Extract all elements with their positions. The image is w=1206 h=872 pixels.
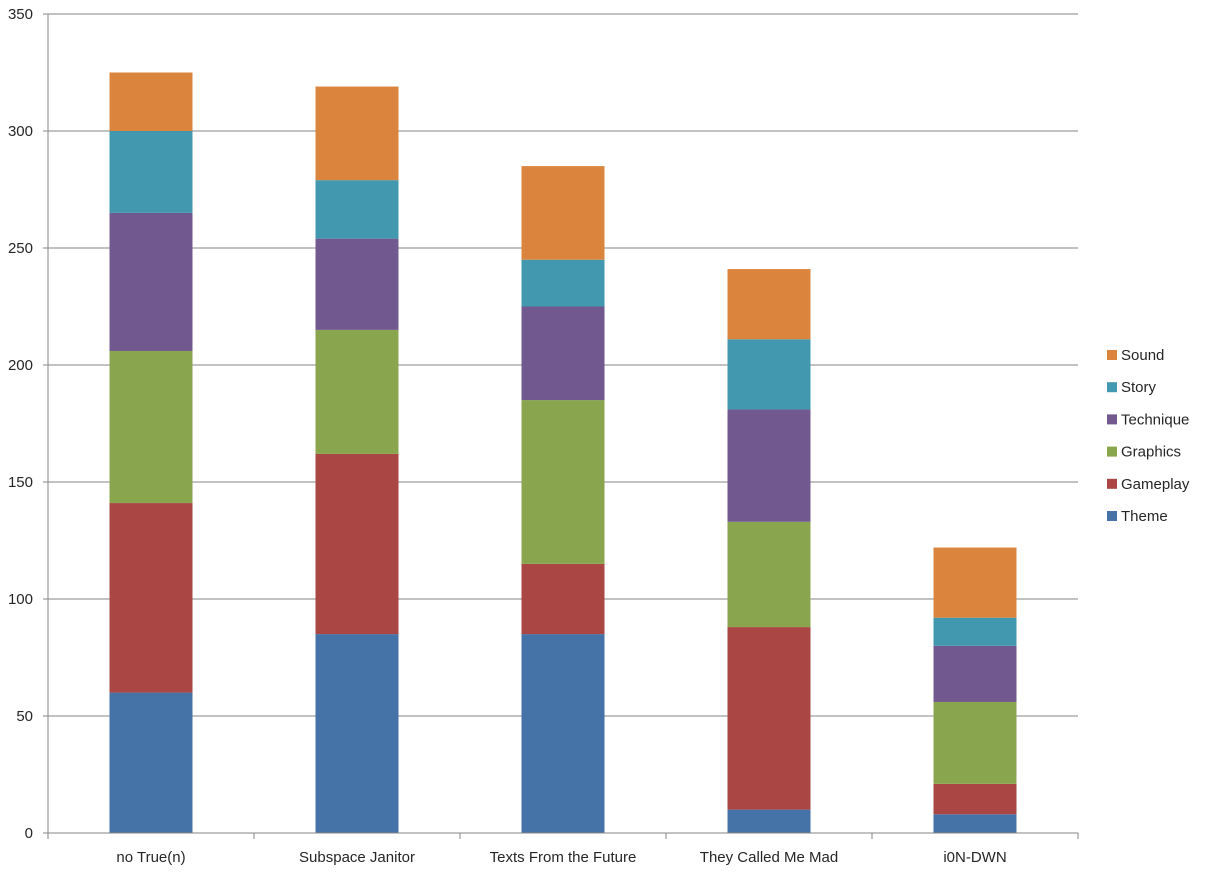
legend-swatch-theme [1107,511,1117,521]
legend-swatch-gameplay [1107,478,1117,489]
bar-segment-story-0 [109,131,193,213]
bar-segment-theme-4 [933,814,1017,833]
legend-swatch-technique [1107,414,1117,425]
bar-segment-theme-0 [109,692,193,833]
legend-swatch-sound [1107,350,1117,360]
bars [109,72,1017,833]
y-tick-label: 250 [8,240,33,257]
legend-label-graphics: Graphics [1121,444,1181,461]
bar-segment-graphics-2 [521,400,605,564]
y-tick-label: 300 [8,123,33,140]
bar-segment-gameplay-3 [727,627,811,810]
bar-segment-technique-1 [315,238,399,330]
x-tick-label: They Called Me Mad [700,849,838,866]
legend-swatch-story [1107,382,1117,393]
legend-label-gameplay: Gameplay [1121,476,1190,493]
bar-segment-theme-1 [315,634,399,833]
bar-segment-graphics-1 [315,329,399,454]
y-tick-label: 100 [8,591,33,608]
axes: 0 50 100 150 200 250 300 350 no True(n) Subspace … [8,6,1079,866]
bar-segment-story-3 [727,339,811,410]
bar-segment-graphics-0 [109,350,193,504]
bar-segment-theme-2 [521,634,605,833]
bar-segment-gameplay-4 [933,783,1017,815]
bar-segment-graphics-4 [933,701,1017,784]
bar-segment-story-1 [315,180,399,239]
bar-segment-sound-4 [933,547,1017,618]
legend-label-technique: Technique [1121,411,1189,428]
bar-segment-gameplay-1 [315,453,399,635]
legend-label-theme: Theme [1121,508,1168,525]
bar-segment-technique-0 [109,212,193,351]
legend: Sound Story Technique Graphics Gameplay Theme [1107,347,1190,525]
legend-label-story: Story [1121,379,1157,396]
y-tick-label: 0 [25,825,33,842]
x-tick-label: no True(n) [116,849,185,866]
y-tick-label: 350 [8,6,33,23]
legend-label-sound: Sound [1121,347,1164,364]
bar-segment-theme-3 [727,809,811,833]
bar-segment-sound-0 [109,72,193,131]
legend-swatch-graphics [1107,446,1117,457]
bar-segment-graphics-3 [727,521,811,628]
x-tick-label: i0N-DWN [943,849,1006,866]
bar-segment-technique-4 [933,645,1017,702]
bar-segment-gameplay-2 [521,563,605,635]
bar-segment-story-4 [933,617,1017,646]
bar-segment-story-2 [521,259,605,307]
bar-segment-sound-1 [315,86,399,181]
bar-segment-gameplay-0 [109,503,193,693]
y-tick-label: 150 [8,474,33,491]
x-tick-label: Texts From the Future [490,849,637,866]
y-tick-label: 200 [8,357,33,374]
y-tick-label: 50 [16,708,33,725]
bar-segment-technique-2 [521,306,605,401]
bar-segment-sound-2 [521,166,605,260]
x-tick-label: Subspace Janitor [299,849,415,866]
bar-segment-sound-3 [727,269,811,340]
bar-segment-technique-3 [727,409,811,522]
